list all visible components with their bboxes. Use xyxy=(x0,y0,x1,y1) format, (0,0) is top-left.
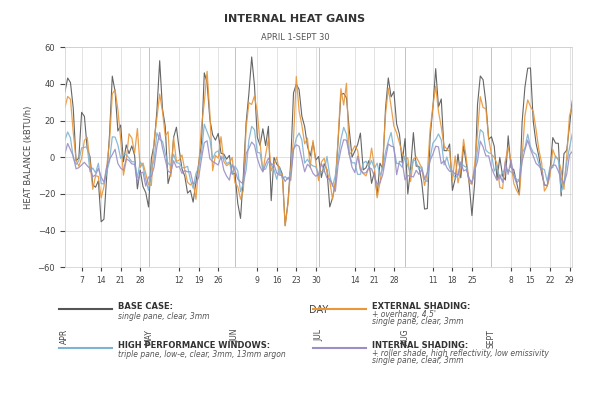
Text: INTERNAL SHADING:: INTERNAL SHADING: xyxy=(372,342,468,350)
Text: single pane, clear, 3mm: single pane, clear, 3mm xyxy=(372,317,463,326)
Text: single pane, clear, 3mm: single pane, clear, 3mm xyxy=(372,356,463,365)
Text: APRIL 1-SEPT 30: APRIL 1-SEPT 30 xyxy=(261,33,329,42)
Y-axis label: HEAT BALANCE (kBTU/h): HEAT BALANCE (kBTU/h) xyxy=(24,105,34,209)
Text: single pane, clear, 3mm: single pane, clear, 3mm xyxy=(118,312,209,321)
Text: APR: APR xyxy=(60,329,70,344)
Text: + roller shade, high reflectivity, low emissivity: + roller shade, high reflectivity, low e… xyxy=(372,349,549,358)
X-axis label: DAY: DAY xyxy=(309,305,328,315)
Text: INTERNAL HEAT GAINS: INTERNAL HEAT GAINS xyxy=(224,14,366,24)
Text: MAY: MAY xyxy=(144,329,153,345)
Text: triple pane, low-e, clear, 3mm, 13mm argon: triple pane, low-e, clear, 3mm, 13mm arg… xyxy=(118,350,286,359)
Text: + overhang, 4.5': + overhang, 4.5' xyxy=(372,310,435,319)
Text: EXTERNAL SHADING:: EXTERNAL SHADING: xyxy=(372,302,470,311)
Text: HIGH PERFORMANCE WINDOWS:: HIGH PERFORMANCE WINDOWS: xyxy=(118,342,270,350)
Text: BASE CASE:: BASE CASE: xyxy=(118,302,173,311)
Text: JUN: JUN xyxy=(231,329,240,342)
Text: SEPT: SEPT xyxy=(487,329,496,348)
Text: AUG: AUG xyxy=(401,329,409,345)
Text: JUL: JUL xyxy=(314,329,323,341)
